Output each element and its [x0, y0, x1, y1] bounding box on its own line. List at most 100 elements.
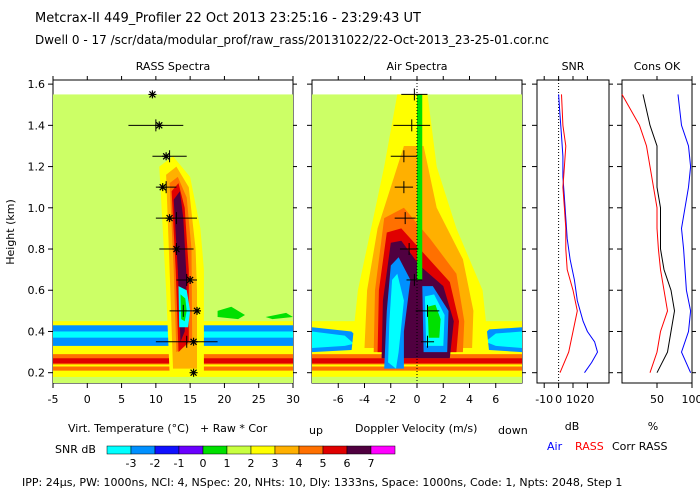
- air-snr-band-6: [312, 358, 522, 364]
- air-xtick-label: -4: [359, 393, 370, 406]
- air-spectra-panel: -6 -4 -2 0 2 4 6: [307, 76, 526, 406]
- y-axis-label: Height (km): [4, 199, 17, 265]
- y-tick-label: 1.0: [28, 202, 46, 215]
- y-tick-label: 0.4: [28, 325, 46, 338]
- colorbar-swatch: [298, 445, 324, 455]
- colorbar-swatch: [178, 445, 204, 455]
- snr-plot-frame: [536, 79, 610, 384]
- legend-corr-rass: Corr RASS: [612, 440, 667, 453]
- colorbar-tick-label: -1: [174, 457, 185, 470]
- colorbar-tick-label: 6: [344, 457, 351, 470]
- colorbar-swatch: [154, 445, 180, 455]
- colorbar-tick-label: 1: [224, 457, 231, 470]
- rass-xlabel: Virt. Temperature (°C): [68, 422, 189, 435]
- colorbar-tick-label: -2: [150, 457, 161, 470]
- rass-cor-marker: [193, 306, 201, 315]
- rass-xtick-label: 20: [217, 393, 231, 406]
- rass-xtick-label: -5: [48, 393, 59, 406]
- rass-spectra-panel: -5 0 5 10 15 20 25 30 0.2 0.4 0.6 0.8 1.0 1.2 1.4 1.6: [28, 76, 300, 406]
- rass-title: RASS Spectra: [136, 60, 211, 73]
- rass-cor-marker: [165, 214, 174, 223]
- rass-xtick-label: 0: [84, 393, 91, 406]
- snr-xlabel: dB: [565, 420, 580, 433]
- colorbar-tick-label: 5: [320, 457, 327, 470]
- colorbar-swatch: [274, 445, 300, 455]
- legend-rass: RASS: [575, 440, 604, 453]
- colorbar-tick-label: 2: [248, 457, 255, 470]
- colorbar-swatch: [226, 445, 252, 455]
- snr-panel: -10 0 10 20: [532, 76, 613, 406]
- rass-xtick-label: 15: [183, 393, 197, 406]
- air-xtick-label: 0: [414, 393, 421, 406]
- colorbar-swatch: [370, 445, 396, 455]
- cons-series-corr-rass: [642, 94, 676, 373]
- rass-green-patch: [217, 306, 245, 320]
- header-title: Metcrax-II 449_Profiler 22 Oct 2013 23:2…: [35, 11, 421, 26]
- y-tick-label: 1.4: [28, 119, 46, 132]
- cons-xtick-label: 50: [650, 393, 664, 406]
- rass-legend-text: + Raw * Cor: [200, 422, 268, 435]
- snr-title: SNR: [562, 60, 585, 73]
- rass-cor-marker: [186, 275, 195, 284]
- colorbar-tick-label: 0: [200, 457, 207, 470]
- snr-xtick-label: -10: [535, 393, 553, 406]
- header-dwell: Dwell 0 - 17 /scr/data/modular_prof/raw_…: [35, 33, 549, 47]
- colorbar-swatch: [202, 445, 228, 455]
- rass-xtick-label: 5: [118, 393, 125, 406]
- colorbar-tick-label: -3: [126, 457, 137, 470]
- legend-air: Air: [547, 440, 563, 453]
- y-tick-label: 1.6: [28, 78, 46, 91]
- colorbar-tick-label: 7: [368, 457, 375, 470]
- air-echo-cyan: [388, 273, 404, 369]
- snr-xtick-label: 0: [555, 393, 562, 406]
- rass-cor-marker: [162, 152, 171, 161]
- air-xtick-label: 4: [466, 393, 473, 406]
- y-tick-label: 0.2: [28, 367, 46, 380]
- rass-cor-marker: [172, 245, 181, 254]
- snr-xtick-label: 10: [566, 393, 580, 406]
- air-xtick-label: -2: [385, 393, 396, 406]
- rass-xtick-label: 25: [252, 393, 266, 406]
- rass-xtick-label: 30: [286, 393, 300, 406]
- snr-colorbar-label: SNR dB: [55, 443, 96, 456]
- colorbar-swatch: [346, 445, 372, 455]
- colorbar-tick-label: 3: [272, 457, 279, 470]
- colorbar-swatch: [106, 445, 132, 455]
- rass-cor-marker: [148, 90, 157, 99]
- air-zero-green-strip: [417, 94, 423, 280]
- y-tick-label: 1.2: [28, 161, 46, 174]
- colorbar-swatch: [250, 445, 276, 455]
- colorbar-swatch: [322, 445, 348, 455]
- y-tick-label: 0.8: [28, 243, 46, 256]
- cons-ok-panel: 50 100: [617, 76, 700, 406]
- rass-cor-marker: [189, 368, 198, 377]
- air-band-right-cyan: [485, 331, 522, 348]
- snr-series-air: [558, 94, 599, 373]
- colorbar-swatch: [130, 445, 156, 455]
- air-core-green: [427, 304, 441, 338]
- snr-series-rass: [559, 94, 578, 373]
- snr-colorbar: SNR dB -3 -2 -1 0 1 2 3 4 5 6 7: [55, 443, 396, 470]
- cons-xtick-label: 100: [682, 393, 700, 406]
- air-xtick-label: 2: [440, 393, 447, 406]
- rass-cor-marker: [158, 183, 167, 192]
- rass-xtick-label: 10: [149, 393, 163, 406]
- rass-green-patch-2: [265, 312, 293, 320]
- cons-series-rass: [621, 94, 669, 373]
- footer-params: IPP: 24µs, PW: 1000ns, NCI: 4, NSpec: 20…: [22, 476, 623, 489]
- rass-cor-marker: [189, 337, 198, 346]
- air-xlabel-down: down: [498, 424, 528, 437]
- snr-xtick-label: 20: [580, 393, 594, 406]
- y-tick-label: 0.6: [28, 284, 46, 297]
- air-xlabel: Doppler Velocity (m/s): [355, 422, 477, 435]
- colorbar-tick-label: 4: [296, 457, 303, 470]
- air-xtick-label: 6: [492, 393, 499, 406]
- air-xtick-label: -6: [333, 393, 344, 406]
- cons-series-air: [677, 94, 692, 373]
- air-band-left-cyan: [312, 331, 354, 348]
- rass-cor-marker: [155, 121, 164, 130]
- cons-xlabel: %: [648, 420, 658, 433]
- air-title: Air Spectra: [387, 60, 448, 73]
- cons-title: Cons OK: [634, 60, 681, 73]
